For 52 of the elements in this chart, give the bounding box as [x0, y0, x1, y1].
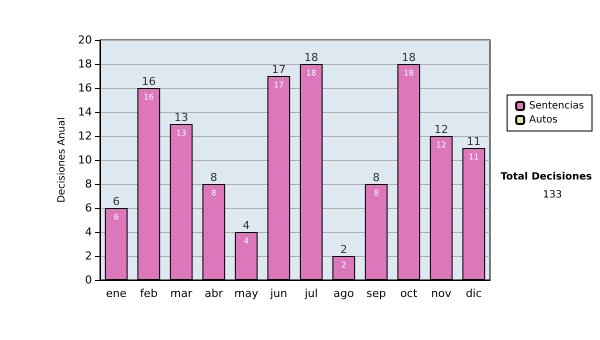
text: 133	[542, 190, 562, 200]
total-label: 16	[142, 75, 156, 88]
data-label: 2	[341, 260, 346, 270]
x-tick-label: may	[234, 287, 259, 300]
data-label: 12	[436, 140, 446, 150]
data-label: 4	[244, 236, 249, 246]
x-tick-label: sep	[366, 287, 386, 300]
data-label: 8	[374, 188, 379, 198]
total-label: 6	[112, 195, 120, 208]
y-tick-label: 12	[78, 130, 92, 142]
y-axis-title: Decisiones Anual	[56, 117, 68, 203]
total-label: 8	[372, 171, 380, 184]
y-tick-label: 10	[78, 154, 92, 166]
y-tick-label: 20	[78, 34, 92, 46]
total-label: 18	[304, 51, 318, 64]
total-label: 2	[340, 243, 348, 256]
total-label: 18	[402, 51, 416, 64]
y-tick-label: 8	[85, 178, 92, 190]
total-label: 12	[434, 123, 448, 136]
legend-label: Sentencias	[529, 100, 584, 112]
x-tick-label: oct	[400, 287, 418, 300]
x-tick-label: dic	[466, 287, 482, 300]
data-label: 8	[211, 188, 216, 198]
x-tick-label: jun	[269, 287, 288, 300]
data-label: 6	[114, 212, 119, 222]
x-tick-label: jul	[304, 287, 318, 300]
total-label: 17	[272, 63, 286, 76]
total-label: 8	[210, 171, 218, 184]
y-tick-label: 2	[85, 250, 92, 262]
y-tick-label: 18	[78, 58, 92, 70]
x-tick-label: mar	[170, 287, 193, 300]
x-tick-label: nov	[431, 287, 452, 300]
y-tick-label: 4	[85, 226, 92, 238]
data-label: 16	[144, 92, 154, 102]
data-label: 17	[274, 80, 284, 90]
legend-label: Autos	[529, 114, 558, 126]
y-tick-label: 14	[78, 106, 92, 118]
data-label: 18	[404, 68, 414, 78]
x-tick-label: feb	[140, 287, 158, 300]
total-label: 4	[242, 219, 250, 232]
text: Total Decisiones	[500, 172, 592, 182]
y-tick-label: 6	[85, 202, 92, 214]
x-tick-label: ene	[106, 287, 127, 300]
y-tick-label: 16	[78, 82, 92, 94]
total-label: 11	[466, 135, 481, 148]
data-label: 13	[176, 128, 186, 138]
data-label: 18	[306, 68, 316, 78]
x-tick-label: ago	[334, 287, 354, 300]
y-tick-label: 0	[85, 274, 92, 286]
total-label: 13	[174, 111, 188, 124]
data-label: 11	[468, 152, 479, 162]
x-tick-label: abr	[204, 287, 224, 300]
